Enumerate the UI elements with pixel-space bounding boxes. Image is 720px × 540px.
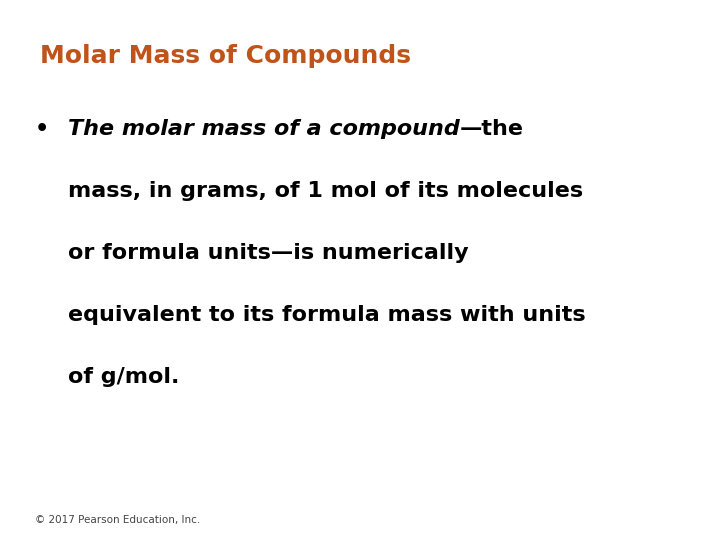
Text: —the: —the [460,119,524,139]
Text: •: • [35,119,49,139]
Text: of g/mol.: of g/mol. [68,367,180,387]
Text: mass, in grams, of 1 mol of its molecules: mass, in grams, of 1 mol of its molecule… [68,181,583,201]
Text: The molar mass of a compound: The molar mass of a compound [68,119,460,139]
Text: Molar Mass of Compounds: Molar Mass of Compounds [40,44,410,68]
Text: © 2017 Pearson Education, Inc.: © 2017 Pearson Education, Inc. [35,515,200,525]
Text: or formula units—is numerically: or formula units—is numerically [68,243,469,263]
Text: equivalent to its formula mass with units: equivalent to its formula mass with unit… [68,305,586,325]
